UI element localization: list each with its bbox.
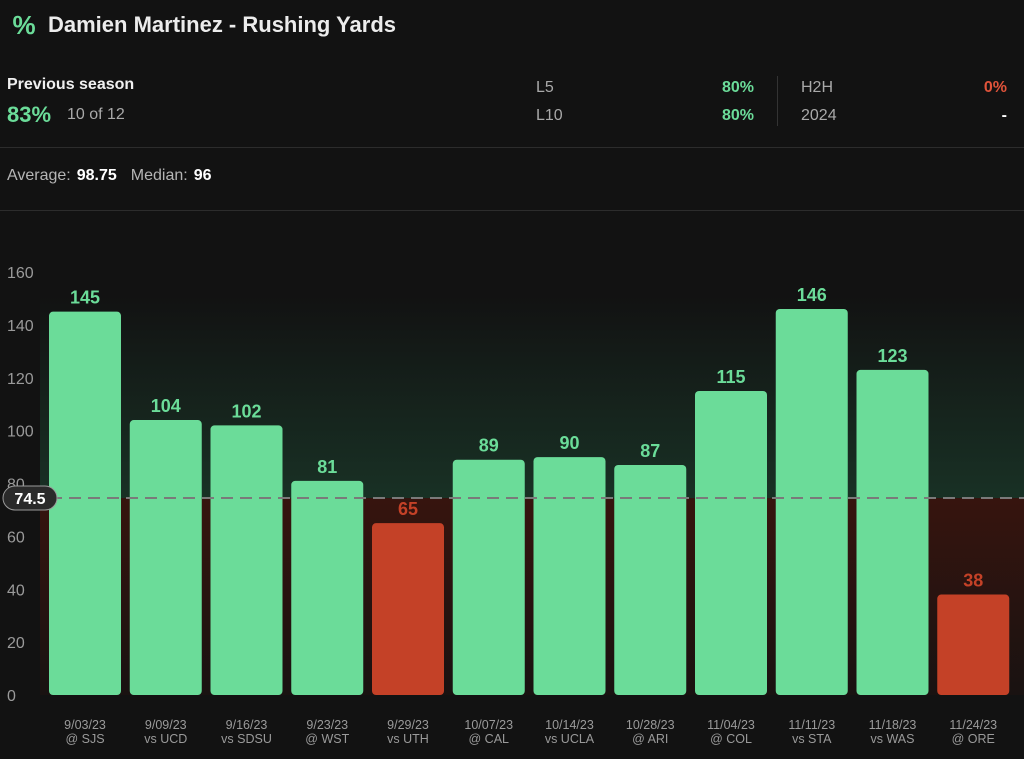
bar-value-label: 90 <box>559 433 579 453</box>
previous-season-label: Previous season <box>7 76 135 93</box>
x-tick-date: 10/07/23 <box>464 718 513 732</box>
x-tick-opponent: vs UCD <box>144 732 187 746</box>
l10-label: L10 <box>536 107 563 124</box>
page-title: Damien Martinez - Rushing Yards <box>48 12 397 37</box>
bar-value-label: 38 <box>963 571 983 591</box>
bar <box>291 480 364 695</box>
x-tick-opponent: @ COL <box>710 732 752 746</box>
x-tick-date: 10/14/23 <box>545 718 594 732</box>
y-tick-label: 40 <box>7 582 25 599</box>
hit-rate-summary: Previous season 83% 10 of 12 L5 80% L10 … <box>0 70 1024 145</box>
x-tick-date: 9/09/23 <box>145 718 187 732</box>
x-tick-opponent: @ ARI <box>632 732 668 746</box>
bar <box>49 311 121 695</box>
h2h-label: H2H <box>801 79 834 96</box>
x-tick-opponent: vs UCLA <box>545 732 595 746</box>
divider-top <box>0 147 1024 148</box>
y-tick-label: 120 <box>7 371 34 388</box>
season-label: 2024 <box>801 107 837 124</box>
x-tick-date: 9/29/23 <box>387 718 429 732</box>
median-label: Median: <box>130 167 188 184</box>
bar <box>775 309 848 695</box>
h2h-value: 0% <box>983 79 1007 96</box>
x-tick-date: 10/28/23 <box>626 718 675 732</box>
divider-bottom <box>0 210 1024 211</box>
average-median-row: Average: 98.75 Median: 96 <box>7 167 220 185</box>
x-tick-date: 9/16/23 <box>226 718 268 732</box>
bar-value-label: 65 <box>398 499 418 519</box>
bar-value-label: 89 <box>479 436 499 456</box>
previous-season-count: 10 of 12 <box>67 106 125 123</box>
x-tick-opponent: vs SDSU <box>221 732 272 746</box>
x-tick-opponent: vs WAS <box>871 732 915 746</box>
bar <box>937 594 1010 695</box>
threshold-label: 74.5 <box>14 491 45 508</box>
x-tick-date: 9/23/23 <box>306 718 348 732</box>
bar-value-label: 104 <box>151 396 181 416</box>
bar <box>856 369 929 695</box>
x-tick-opponent: @ SJS <box>65 732 104 746</box>
l10-value: 80% <box>721 107 754 124</box>
l5-value: 80% <box>721 79 754 96</box>
season-value: - <box>1001 107 1007 124</box>
x-tick-opponent: vs STA <box>792 732 832 746</box>
bar <box>533 457 606 695</box>
bar-value-label: 145 <box>70 288 100 308</box>
x-tick-date: 11/04/23 <box>707 718 755 732</box>
x-tick-date: 11/24/23 <box>949 718 997 732</box>
bar <box>372 523 444 695</box>
bar-value-label: 123 <box>877 346 907 366</box>
bar <box>210 425 283 695</box>
bar <box>452 459 525 695</box>
threshold-badge <box>2 485 58 511</box>
x-tick-opponent: vs UTH <box>387 732 429 746</box>
y-tick-label: 140 <box>7 318 34 335</box>
x-tick-date: 11/11/23 <box>788 718 835 732</box>
y-tick-label: 0 <box>7 688 16 705</box>
x-tick-date: 11/18/23 <box>869 718 917 732</box>
bar <box>695 390 767 695</box>
x-tick-date: 9/03/23 <box>64 718 106 732</box>
median-value: 96 <box>193 167 212 184</box>
l5-label: L5 <box>536 79 554 96</box>
stats-divider <box>777 76 778 126</box>
x-tick-opponent: @ WST <box>305 732 349 746</box>
x-tick-opponent: @ ORE <box>952 732 995 746</box>
average-value: 98.75 <box>76 167 117 184</box>
bar <box>129 420 202 695</box>
y-tick-label: 60 <box>7 529 25 546</box>
percent-icon: % <box>12 9 36 40</box>
previous-season-pct: 83% <box>7 102 52 127</box>
bar-value-label: 115 <box>716 367 745 387</box>
bar-value-label: 81 <box>317 457 337 477</box>
bar <box>614 464 687 695</box>
bar-value-label: 146 <box>797 285 827 305</box>
y-tick-label: 100 <box>7 424 34 441</box>
bar-value-label: 87 <box>640 441 660 461</box>
y-tick-label: 20 <box>7 635 25 652</box>
y-tick-label: 160 <box>7 265 34 282</box>
chart-header: % Damien Martinez - Rushing Yards <box>8 10 396 40</box>
bar-value-label: 102 <box>231 401 261 421</box>
x-tick-opponent: @ CAL <box>469 732 510 746</box>
average-label: Average: <box>7 167 71 184</box>
